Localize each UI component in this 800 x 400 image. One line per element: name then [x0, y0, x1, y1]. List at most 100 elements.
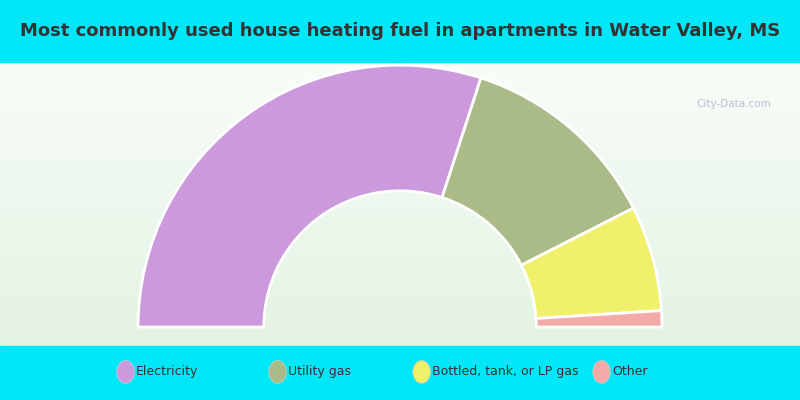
Bar: [0, 274, 800, 277]
Bar: [0, 190, 800, 192]
Bar: [0, 248, 800, 251]
Bar: [0, 253, 800, 256]
Bar: [0, 213, 800, 216]
Bar: [0, 178, 800, 180]
Bar: [0, 289, 800, 292]
Bar: [0, 104, 800, 107]
Bar: [0, 71, 800, 74]
Bar: [0, 163, 800, 166]
Bar: [0, 244, 800, 246]
Bar: [0, 260, 800, 263]
Bar: [0, 268, 800, 270]
Bar: [0, 170, 800, 173]
Bar: [0, 239, 800, 242]
Bar: [0, 133, 800, 135]
Bar: [0, 237, 800, 240]
Bar: [0, 66, 800, 69]
Ellipse shape: [593, 360, 610, 383]
Wedge shape: [442, 78, 634, 265]
Bar: [0, 199, 800, 202]
Ellipse shape: [117, 360, 134, 383]
Bar: [0, 0, 800, 62]
Bar: [0, 196, 800, 199]
Bar: [0, 343, 800, 346]
Text: Electricity: Electricity: [136, 366, 198, 378]
Bar: [0, 109, 800, 112]
Bar: [0, 265, 800, 268]
Bar: [0, 211, 800, 214]
Bar: [0, 187, 800, 190]
Bar: [0, 312, 800, 315]
Bar: [0, 135, 800, 138]
Bar: [0, 140, 800, 142]
Bar: [0, 204, 800, 206]
Text: City-Data.com: City-Data.com: [696, 99, 770, 109]
Text: Other: Other: [612, 366, 647, 378]
Bar: [0, 225, 800, 228]
Text: Most commonly used house heating fuel in apartments in Water Valley, MS: Most commonly used house heating fuel in…: [20, 22, 780, 40]
Bar: [0, 142, 800, 145]
Bar: [0, 95, 800, 98]
Wedge shape: [536, 310, 662, 327]
Bar: [0, 128, 800, 131]
Bar: [0, 232, 800, 235]
Wedge shape: [522, 208, 662, 318]
Bar: [0, 308, 800, 310]
Bar: [0, 102, 800, 105]
Bar: [0, 180, 800, 183]
Wedge shape: [138, 65, 481, 327]
Bar: [0, 201, 800, 204]
Bar: [0, 341, 800, 344]
Bar: [0, 258, 800, 261]
Bar: [0, 194, 800, 197]
Bar: [0, 76, 800, 78]
Bar: [0, 192, 800, 194]
Bar: [0, 296, 800, 299]
Bar: [0, 206, 800, 209]
Bar: [0, 74, 800, 76]
Bar: [0, 218, 800, 220]
Bar: [0, 156, 800, 159]
Bar: [0, 175, 800, 178]
Bar: [0, 242, 800, 244]
Bar: [0, 216, 800, 218]
Bar: [0, 301, 800, 303]
Bar: [0, 111, 800, 114]
Bar: [0, 168, 800, 171]
Bar: [0, 137, 800, 140]
Bar: [0, 88, 800, 90]
Bar: [0, 144, 800, 147]
Bar: [0, 62, 800, 64]
Ellipse shape: [269, 360, 286, 383]
Bar: [0, 116, 800, 119]
Bar: [0, 279, 800, 282]
Bar: [0, 147, 800, 150]
Bar: [0, 222, 800, 225]
Bar: [0, 118, 800, 121]
Bar: [0, 331, 800, 334]
Bar: [0, 69, 800, 72]
Bar: [0, 227, 800, 230]
Bar: [0, 303, 800, 306]
Bar: [0, 185, 800, 188]
Bar: [0, 149, 800, 152]
Bar: [0, 114, 800, 116]
Bar: [0, 327, 800, 330]
Bar: [0, 220, 800, 223]
Bar: [0, 282, 800, 284]
Bar: [0, 182, 800, 185]
Bar: [0, 277, 800, 280]
Bar: [0, 298, 800, 301]
Bar: [0, 123, 800, 126]
Bar: [0, 317, 800, 320]
Bar: [0, 320, 800, 322]
Bar: [0, 336, 800, 339]
Bar: [0, 284, 800, 287]
Text: Utility gas: Utility gas: [288, 366, 351, 378]
Bar: [0, 152, 800, 154]
Bar: [0, 106, 800, 109]
Bar: [0, 92, 800, 95]
Bar: [0, 263, 800, 266]
Bar: [0, 338, 800, 341]
Bar: [0, 322, 800, 325]
